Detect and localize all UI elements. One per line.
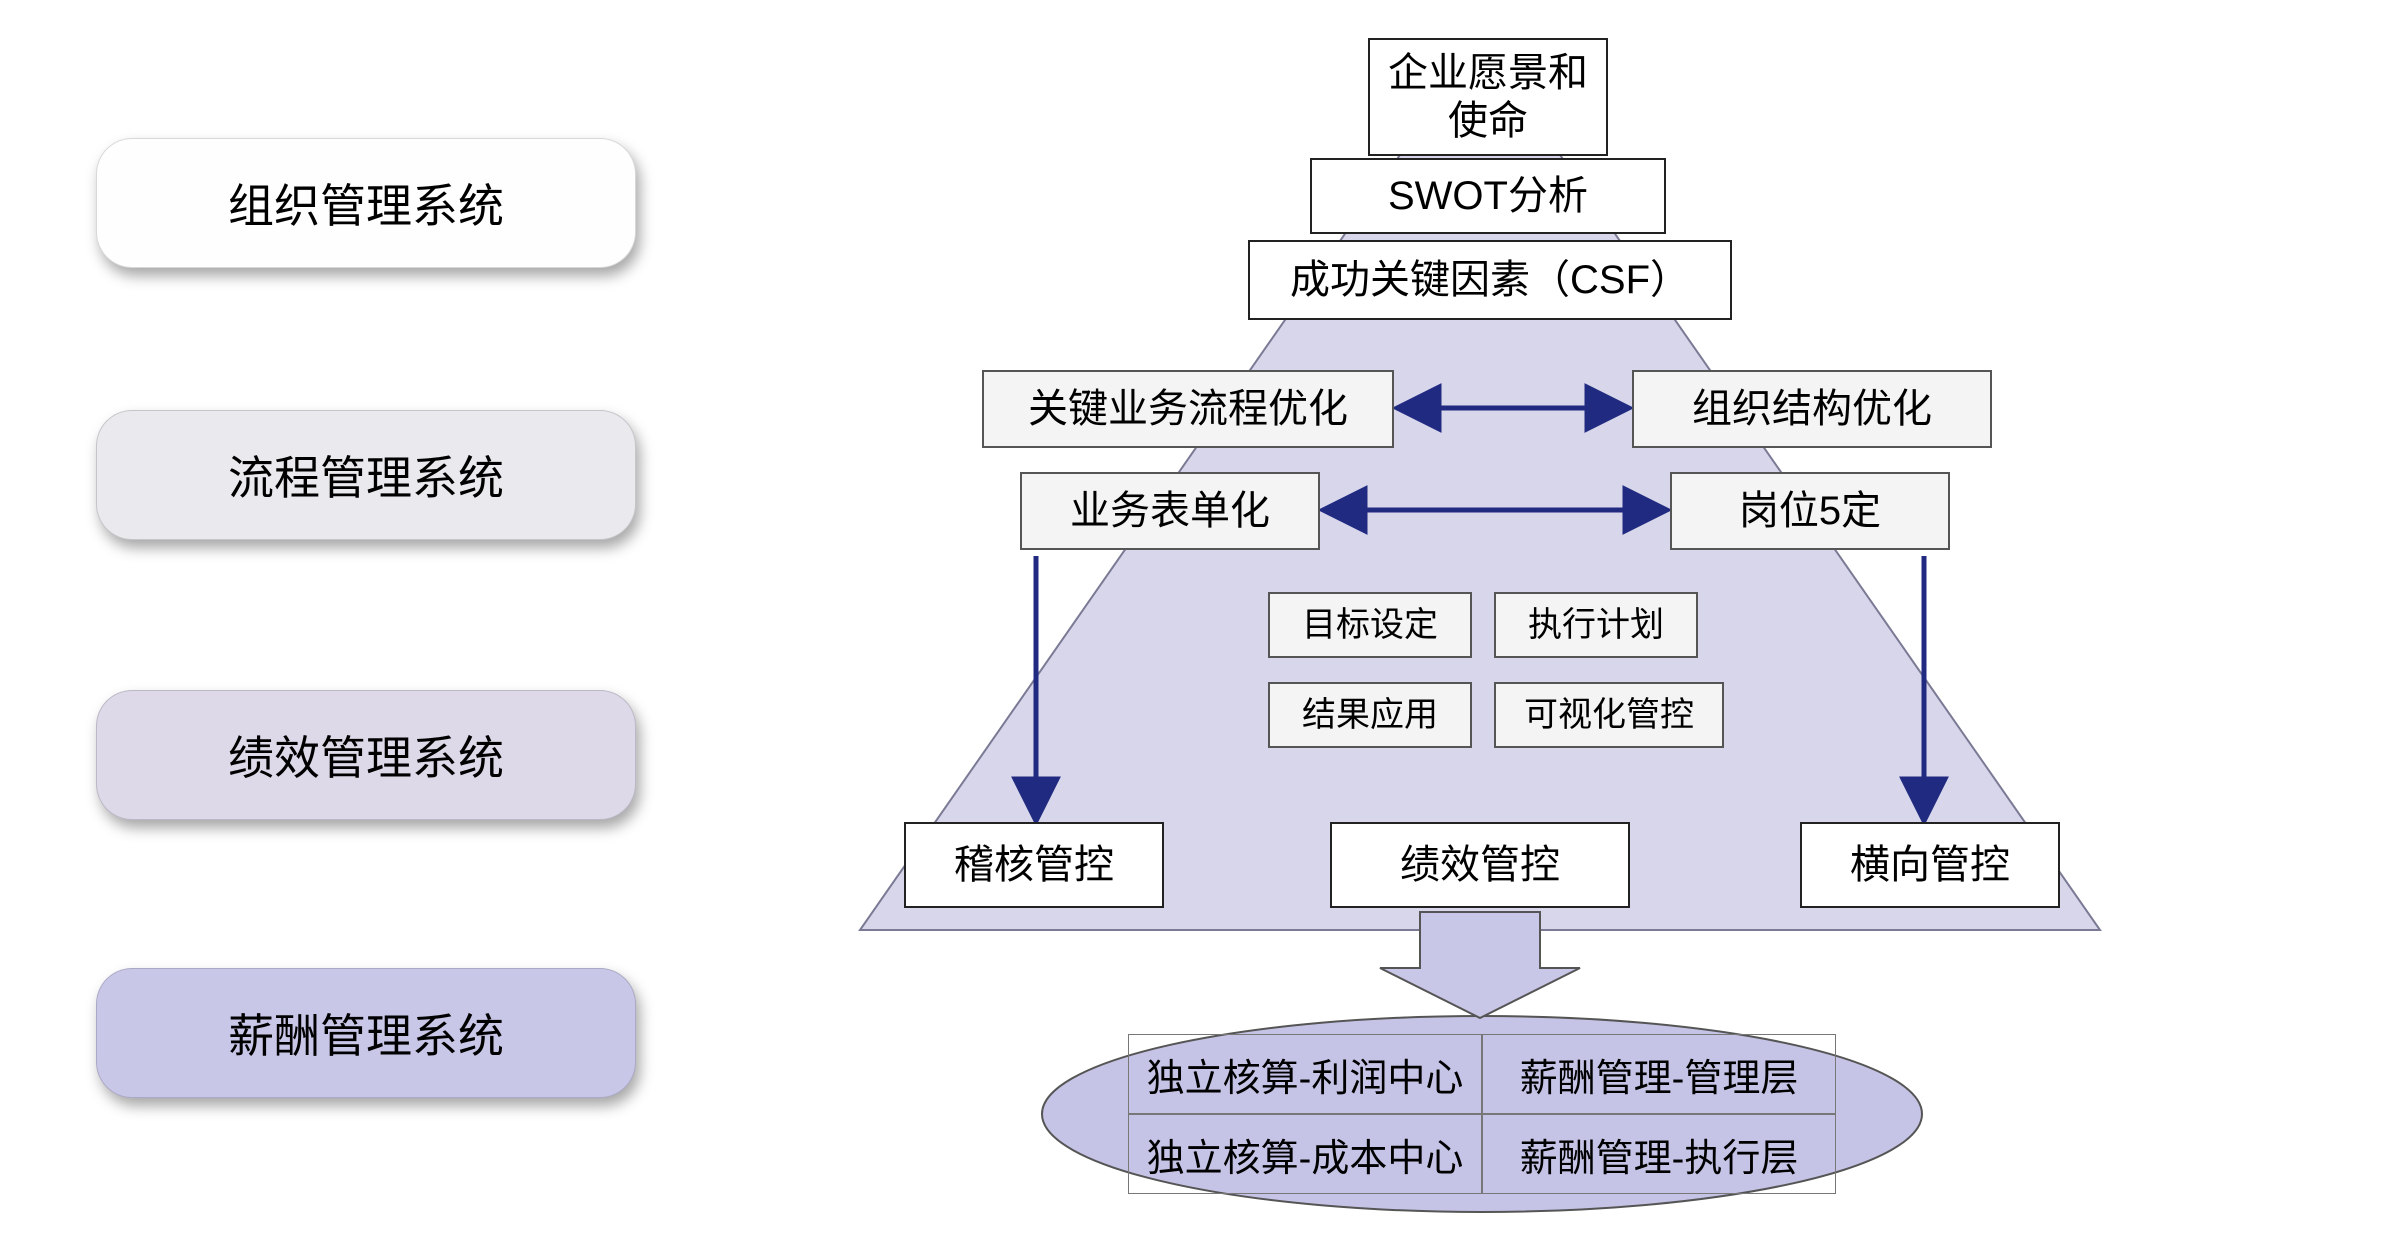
big-down-arrow <box>1380 912 1580 1018</box>
pill-org-mgmt: 组织管理系统 <box>96 138 636 268</box>
cell-label: 薪酬管理-管理层 <box>1520 1047 1799 1102</box>
node-label: 横向管控 <box>1850 841 2010 889</box>
pill-label: 流程管理系统 <box>228 442 504 508</box>
node-audit: 稽核管控 <box>904 822 1164 908</box>
node-org-opt: 组织结构优化 <box>1632 370 1992 448</box>
node-label: 成功关键因素（CSF） <box>1290 256 1690 304</box>
node-swot: SWOT分析 <box>1310 158 1666 234</box>
cell-label: 独立核算-利润中心 <box>1147 1047 1464 1102</box>
node-perf: 绩效管控 <box>1330 822 1630 908</box>
ellipse-cell: 独立核算-利润中心 <box>1128 1034 1482 1114</box>
node-csf: 成功关键因素（CSF） <box>1248 240 1732 320</box>
node-vision: 企业愿景和 使命 <box>1368 38 1608 156</box>
cell-label: 薪酬管理-执行层 <box>1520 1127 1799 1182</box>
pill-proc-mgmt: 流程管理系统 <box>96 410 636 540</box>
node-form: 业务表单化 <box>1020 472 1320 550</box>
node-label: 业务表单化 <box>1070 487 1270 535</box>
node-horiz: 横向管控 <box>1800 822 2060 908</box>
node-label: 结果应用 <box>1302 695 1438 736</box>
diagram-canvas: 组织管理系统 流程管理系统 绩效管理系统 薪酬管理系统 企业愿景和 使命 SWO… <box>0 0 2388 1234</box>
pill-label: 薪酬管理系统 <box>228 1000 504 1066</box>
ellipse-cell: 薪酬管理-执行层 <box>1482 1114 1836 1194</box>
node-label: 目标设定 <box>1302 605 1438 646</box>
pill-perf-mgmt: 绩效管理系统 <box>96 690 636 820</box>
node-label: 企业愿景和 使命 <box>1388 49 1588 145</box>
node-post5: 岗位5定 <box>1670 472 1950 550</box>
node-label: 岗位5定 <box>1739 487 1881 535</box>
node-label: 绩效管控 <box>1400 841 1560 889</box>
node-proc-opt: 关键业务流程优化 <box>982 370 1394 448</box>
pill-comp-mgmt: 薪酬管理系统 <box>96 968 636 1098</box>
node-label: 稽核管控 <box>954 841 1114 889</box>
node-label: SWOT分析 <box>1388 172 1588 220</box>
node-result: 结果应用 <box>1268 682 1472 748</box>
node-label: 执行计划 <box>1528 605 1664 646</box>
cell-label: 独立核算-成本中心 <box>1147 1127 1464 1182</box>
node-goal: 目标设定 <box>1268 592 1472 658</box>
node-label: 可视化管控 <box>1524 695 1694 736</box>
ellipse-cell: 独立核算-成本中心 <box>1128 1114 1482 1194</box>
node-plan: 执行计划 <box>1494 592 1698 658</box>
node-visual: 可视化管控 <box>1494 682 1724 748</box>
ellipse-grid: 独立核算-利润中心 薪酬管理-管理层 独立核算-成本中心 薪酬管理-执行层 <box>1128 1034 1836 1194</box>
pill-label: 绩效管理系统 <box>228 722 504 788</box>
pill-label: 组织管理系统 <box>228 170 504 236</box>
node-label: 组织结构优化 <box>1692 385 1932 433</box>
ellipse-cell: 薪酬管理-管理层 <box>1482 1034 1836 1114</box>
node-label: 关键业务流程优化 <box>1028 385 1348 433</box>
